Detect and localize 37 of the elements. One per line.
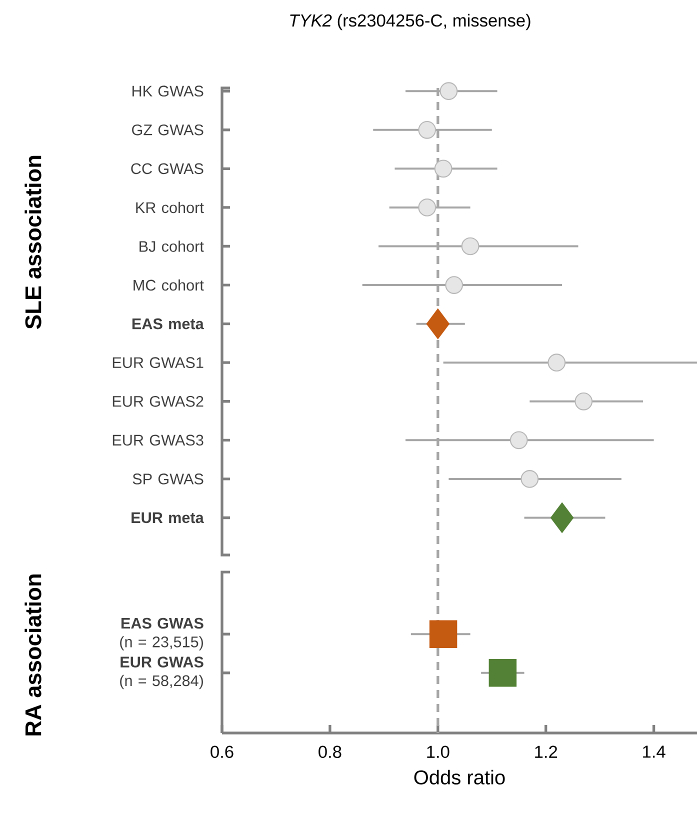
y-tick-label: GZ GWAS — [132, 124, 204, 136]
y-tick-label: HK GWAS — [132, 86, 204, 97]
y-tick-label: BJ cohort — [140, 240, 204, 252]
text: RA association — [24, 574, 42, 736]
point — [445, 276, 464, 294]
y-tick-label: EUR GWAS2 — [112, 396, 204, 407]
x-tick-label: 0.8 — [318, 746, 342, 758]
y-tick-label: KR cohort — [136, 202, 204, 214]
x-tick-label: 1.4 — [643, 746, 666, 758]
point — [510, 431, 528, 450]
point — [434, 160, 452, 178]
y-tick-label: EUR meta — [132, 512, 204, 524]
point — [440, 82, 458, 100]
point — [550, 502, 574, 533]
y-tick-label: SP GWAS — [132, 474, 204, 484]
point — [548, 354, 566, 372]
x-tick-label: 1.0 — [427, 746, 450, 758]
point — [426, 308, 450, 340]
point — [488, 659, 517, 687]
chart-title: TYK2 (rs2304256-C, missense) — [290, 14, 530, 30]
y-tick-label: EUR GWAS (n = 58,284) — [120, 656, 204, 690]
point — [418, 198, 436, 216]
point — [520, 470, 539, 488]
y-tick-label: EUR GWAS3 — [112, 434, 204, 446]
x-tick-label: 0.6 — [210, 746, 234, 758]
text: SLE association — [24, 156, 42, 329]
y-tick-label: EAS meta — [132, 318, 204, 330]
point — [574, 392, 593, 410]
y-tick-label: EAS GWAS (n = 23,515) — [120, 618, 204, 650]
x-axis-title: Odds ratio — [414, 770, 505, 784]
x-tick-label: 1.2 — [535, 746, 558, 758]
y-tick-label: CC GWAS — [131, 163, 204, 174]
y-tick-label: EUR GWAS1 — [112, 357, 204, 368]
point — [461, 237, 480, 256]
point — [429, 620, 458, 648]
y-tick-label: MC cohort — [134, 279, 204, 291]
point — [418, 120, 436, 139]
